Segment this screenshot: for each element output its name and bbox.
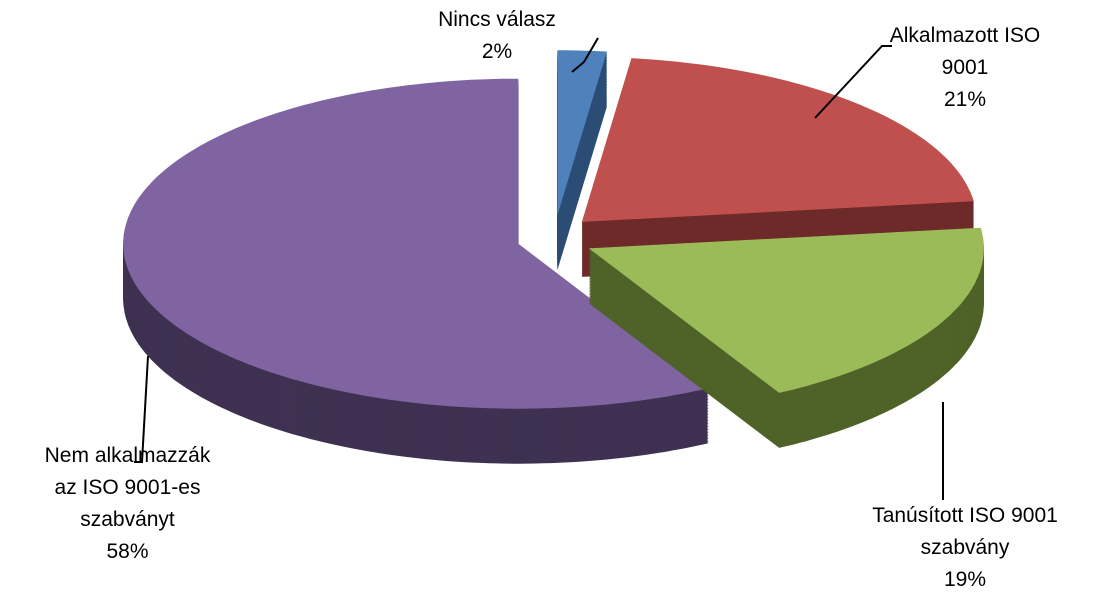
slice <box>557 50 607 216</box>
data-label: Nem alkalmazzák az ISO 9001-es szabványt… <box>40 440 215 568</box>
label-value: 19% <box>943 568 987 591</box>
label-name: Nincs válasz <box>438 8 556 31</box>
slice <box>588 227 984 393</box>
label-value: 58% <box>106 540 149 563</box>
leader-line <box>814 45 892 119</box>
label-name: Tanúsított ISO 9001 szabvány <box>872 504 1058 559</box>
label-value: 21% <box>943 88 987 111</box>
slice <box>123 78 709 409</box>
data-label: Alkalmazott ISO 9001 21% <box>880 20 1050 116</box>
label-name: Alkalmazott ISO 9001 <box>889 24 1041 79</box>
label-value: 2% <box>481 40 513 63</box>
data-label: Tanúsított ISO 9001 szabvány 19% <box>865 500 1065 596</box>
leader-line <box>134 355 149 463</box>
leader-line <box>571 37 599 73</box>
data-label: Nincs válasz 2% <box>432 4 562 68</box>
slice <box>581 58 974 222</box>
label-name: Nem alkalmazzák az ISO 9001-es szabványt <box>44 444 211 531</box>
